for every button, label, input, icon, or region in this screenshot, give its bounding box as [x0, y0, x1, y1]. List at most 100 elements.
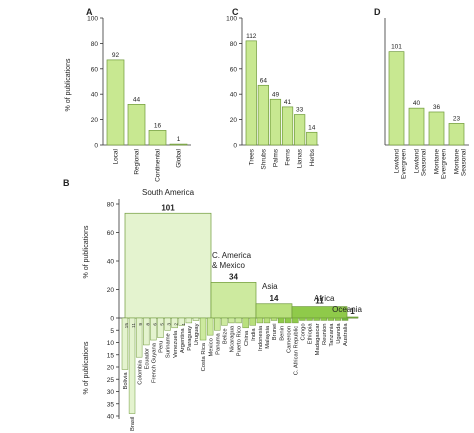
panel-a-category-label: Continental [155, 148, 162, 181]
panel-c-category-label: Trees [248, 148, 255, 165]
panel-b-country-label: Australia [343, 323, 349, 346]
panel-b-country-bar [121, 317, 129, 370]
panel-b-country-bar [228, 317, 235, 324]
panel-d-category-label: Evergreen [401, 149, 408, 179]
panel-b-region-name: Africa [314, 294, 335, 303]
panel-a-ytick-label: 60 [91, 66, 99, 73]
panel-c-ytick-label: 80 [230, 41, 238, 48]
panel-b-country-bar [263, 317, 271, 324]
panel-b-small-label: 15 [124, 323, 130, 329]
panel-c-bar [281, 106, 294, 146]
panel-b-ytick-label-bottom: 25 [107, 377, 115, 384]
panel-c-ytick-label: 20 [230, 117, 238, 124]
panel-b-country-label: China [244, 330, 250, 346]
panel-b-country-label: Cameroon [286, 326, 292, 353]
panel-b-small-label: 11 [131, 323, 137, 328]
panel-b-country-label: Peru [159, 341, 165, 353]
panel-b-country-label: Mexico [208, 338, 214, 356]
panel-b-country-bar [299, 317, 306, 321]
panel-d-bar-label: 40 [413, 100, 421, 107]
panel-b-country-bar [221, 317, 228, 326]
panel-b-region-bar [346, 316, 359, 319]
panel-b-country-label: Uganda [336, 323, 342, 344]
panel-b-ytick-label-bottom: 40 [107, 414, 115, 421]
panel-d-bar [448, 123, 465, 146]
panel-b-region-bar [210, 282, 257, 319]
panel-b-small-label: 5 [160, 323, 166, 326]
panel-b-country-label: C. African Republic [293, 326, 299, 375]
panel-b-ylabel-top: % of publications [83, 225, 90, 278]
panel-b-region-count: 1 [350, 307, 355, 316]
panel-b-country-bar [235, 317, 242, 324]
panel-b-country-label: Madagascar [315, 323, 321, 355]
panel-b-country-bar [171, 317, 178, 329]
panel-b-small-label: 1 [181, 323, 187, 326]
panel-b-country-label: Venezuela [173, 330, 179, 358]
panel-letter-d: D [374, 7, 381, 17]
panel-c-bar-label: 64 [260, 77, 268, 84]
panel-b-ytick-label-bottom: 30 [107, 389, 115, 396]
panel-b-ytick-label-bottom: 5 [110, 328, 114, 335]
panel-b-country-label: Malaysia [265, 325, 271, 349]
panel-b-country-bar [164, 317, 171, 331]
panel-b-ytick-label-bottom: 10 [107, 340, 115, 347]
panel-a-category-label: Global [176, 148, 183, 167]
panel-b-ytick-label-bottom: 15 [107, 352, 115, 359]
panel-c-bar-label: 41 [284, 99, 292, 106]
panel-b-country-bar [320, 317, 327, 321]
panel-b-country-label: Ethiopia [308, 323, 314, 345]
panel-b-country-label: Indonesia [258, 325, 264, 351]
panel-b-region-bar [255, 303, 293, 319]
panel-b-ytick-label-top: 20 [107, 287, 115, 294]
panel-b-country-bar [306, 317, 313, 321]
panel-a-bar [169, 143, 188, 146]
panel-b-region-name: Asia [262, 282, 278, 291]
panel-d-category-label: Montane [434, 149, 441, 175]
panel-a: % of publications 0 20 40 60 80 100 92 Local 44 R… [65, 16, 191, 182]
panel-b-country-label: Congo [301, 323, 307, 340]
panel-b-ytick-label-bottom: 35 [107, 401, 115, 408]
panel-c-category-label: Palms [272, 148, 279, 167]
panel-b-country-label: Benin [279, 326, 285, 341]
panel-c-ytick-label: 100 [226, 16, 237, 23]
panel-b-country-label: Argentina [180, 328, 186, 354]
panel-c-category-label: Ferns [285, 148, 292, 165]
panel-d-bar [428, 111, 445, 146]
panel-b-country-bar [185, 317, 193, 324]
panel-b-country-label: French Guyana [151, 342, 157, 383]
panel-b-region-name: C. America [212, 251, 252, 260]
panel-d-category-label: Lowland [394, 149, 401, 174]
panel-b-country-bar [334, 317, 342, 321]
panel-b-country-bar [270, 317, 278, 321]
panel-b-country-bar [135, 317, 143, 358]
panel-b-country-bar [143, 317, 150, 346]
panel-letter-b: B [63, 178, 70, 188]
panel-b-country-bar [192, 317, 200, 321]
panel-b-country-bar [157, 317, 164, 338]
panel-b-small-label: 6 [152, 323, 158, 326]
panel-a-ytick-label: 20 [91, 117, 99, 124]
panel-b-country-label: Brunei [272, 323, 278, 340]
panel-a-bar-label: 92 [112, 52, 120, 59]
panel-b-country-label: Bolivia [123, 372, 129, 390]
panel-b-small-label: 8 [145, 323, 151, 326]
panel-b-country-bar [327, 317, 335, 321]
panel-b-country-label: Puerto Rico [237, 326, 243, 356]
panel-d-bar-label: 23 [453, 115, 461, 122]
panel-letter-a: A [86, 7, 93, 17]
panel-b-region-count: 11 [315, 297, 324, 306]
panel-c-bar-label: 112 [246, 33, 257, 40]
panel-c-bar-label: 49 [272, 91, 280, 98]
panel-a-bar-label: 1 [177, 136, 181, 143]
panel-b-small-label: 3 [167, 323, 173, 326]
panel-b-region-name: South America [142, 188, 195, 197]
panel-b-region-count: 14 [270, 294, 279, 303]
panel-c-ytick-label: 60 [230, 66, 238, 73]
panel-b-country-bar [313, 317, 320, 321]
panel-a-category-label: Regional [134, 148, 141, 174]
panel-b-country-bar [150, 317, 157, 341]
panel-b-country-bar [341, 317, 349, 321]
panel-a-bar [148, 130, 167, 146]
panel-b-country-label: India [251, 328, 257, 341]
panel-a-ytick-label: 40 [91, 92, 99, 99]
